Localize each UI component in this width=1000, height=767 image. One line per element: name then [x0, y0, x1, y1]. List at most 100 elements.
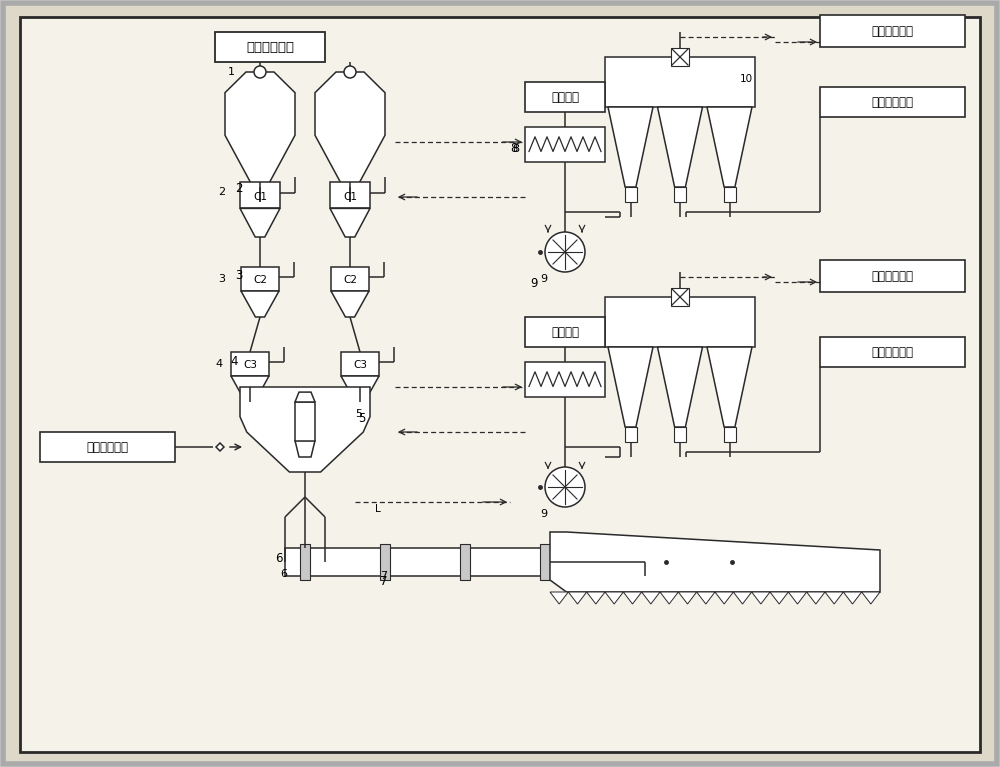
Polygon shape — [843, 592, 862, 604]
Bar — [241, 267, 279, 291]
Circle shape — [254, 66, 266, 78]
Text: C1: C1 — [343, 192, 357, 202]
Polygon shape — [807, 592, 825, 604]
Bar — [624, 427, 637, 442]
Bar — [674, 187, 686, 202]
Bar — [295, 402, 315, 440]
Polygon shape — [697, 592, 715, 604]
Polygon shape — [707, 347, 752, 427]
Text: 6: 6 — [275, 552, 283, 565]
Bar — [525, 127, 605, 162]
Text: 至生料均化库: 至生料均化库 — [872, 345, 914, 358]
Circle shape — [344, 66, 356, 78]
Text: 废气处理系统: 废气处理系统 — [872, 25, 914, 38]
Text: 废气处理系统: 废气处理系统 — [872, 269, 914, 282]
Polygon shape — [550, 592, 568, 604]
Polygon shape — [658, 347, 702, 427]
Bar — [724, 187, 736, 202]
Bar — [605, 297, 755, 347]
Bar — [40, 432, 175, 462]
Polygon shape — [225, 72, 295, 187]
Bar — [671, 288, 689, 306]
Polygon shape — [231, 376, 269, 402]
Polygon shape — [341, 376, 379, 402]
Text: 4: 4 — [230, 355, 238, 368]
Polygon shape — [240, 209, 280, 237]
Bar — [724, 427, 736, 442]
Polygon shape — [608, 107, 653, 187]
Bar — [540, 544, 550, 580]
Bar — [525, 82, 605, 112]
Polygon shape — [678, 592, 697, 604]
Text: 4: 4 — [215, 359, 222, 369]
Text: C3: C3 — [353, 360, 367, 370]
Text: 3: 3 — [235, 269, 242, 282]
Bar — [215, 32, 325, 62]
Polygon shape — [770, 592, 788, 604]
Bar — [605, 57, 755, 107]
Polygon shape — [330, 209, 370, 237]
Bar — [330, 182, 370, 209]
Text: 1: 1 — [228, 67, 235, 77]
Text: 至生料均化库: 至生料均化库 — [872, 96, 914, 108]
Text: C3: C3 — [243, 360, 257, 370]
Text: 10: 10 — [740, 74, 753, 84]
Text: C2: C2 — [253, 275, 267, 285]
Text: 窑尾喂料系统: 窑尾喂料系统 — [246, 41, 294, 54]
Polygon shape — [240, 387, 370, 472]
Polygon shape — [642, 592, 660, 604]
Bar — [300, 544, 310, 580]
Polygon shape — [733, 592, 752, 604]
Bar — [231, 352, 269, 376]
Bar — [820, 87, 965, 117]
Bar — [820, 260, 965, 292]
Polygon shape — [752, 592, 770, 604]
Bar — [674, 427, 686, 442]
Text: 9: 9 — [530, 277, 538, 290]
Polygon shape — [587, 592, 605, 604]
Text: 8: 8 — [510, 142, 517, 155]
Bar — [820, 337, 965, 367]
Text: 5: 5 — [355, 409, 362, 419]
Bar — [624, 187, 637, 202]
Polygon shape — [295, 392, 315, 402]
Polygon shape — [658, 107, 702, 187]
Circle shape — [545, 467, 585, 507]
Polygon shape — [315, 72, 385, 187]
Text: 煎粉制备系统: 煎粉制备系统 — [87, 440, 128, 453]
Polygon shape — [608, 347, 653, 427]
Polygon shape — [788, 592, 807, 604]
Polygon shape — [715, 592, 733, 604]
Text: 配合原料: 配合原料 — [551, 91, 579, 104]
Bar — [380, 544, 390, 580]
Text: L: L — [375, 504, 381, 514]
Bar — [671, 48, 689, 66]
Text: 6: 6 — [280, 569, 287, 579]
Text: 8: 8 — [512, 144, 519, 154]
Text: C1: C1 — [253, 192, 267, 202]
Text: 2: 2 — [218, 187, 225, 197]
Polygon shape — [862, 592, 880, 604]
Polygon shape — [295, 440, 315, 457]
Bar — [460, 544, 470, 580]
Bar — [525, 317, 605, 347]
Bar — [240, 182, 280, 209]
Bar — [341, 352, 379, 376]
Polygon shape — [550, 532, 880, 592]
Polygon shape — [707, 107, 752, 187]
Text: 7: 7 — [380, 575, 388, 588]
Bar — [331, 267, 369, 291]
Polygon shape — [660, 592, 678, 604]
Bar — [820, 15, 965, 47]
Text: 2: 2 — [235, 182, 242, 195]
Text: C2: C2 — [343, 275, 357, 285]
Polygon shape — [331, 291, 369, 317]
Polygon shape — [825, 592, 843, 604]
Text: 配合原料: 配合原料 — [551, 325, 579, 338]
Text: 3: 3 — [218, 274, 225, 284]
Bar — [620, 544, 630, 580]
Text: 7: 7 — [380, 571, 387, 581]
Polygon shape — [605, 592, 623, 604]
Text: 9: 9 — [540, 509, 547, 519]
Polygon shape — [241, 291, 279, 317]
